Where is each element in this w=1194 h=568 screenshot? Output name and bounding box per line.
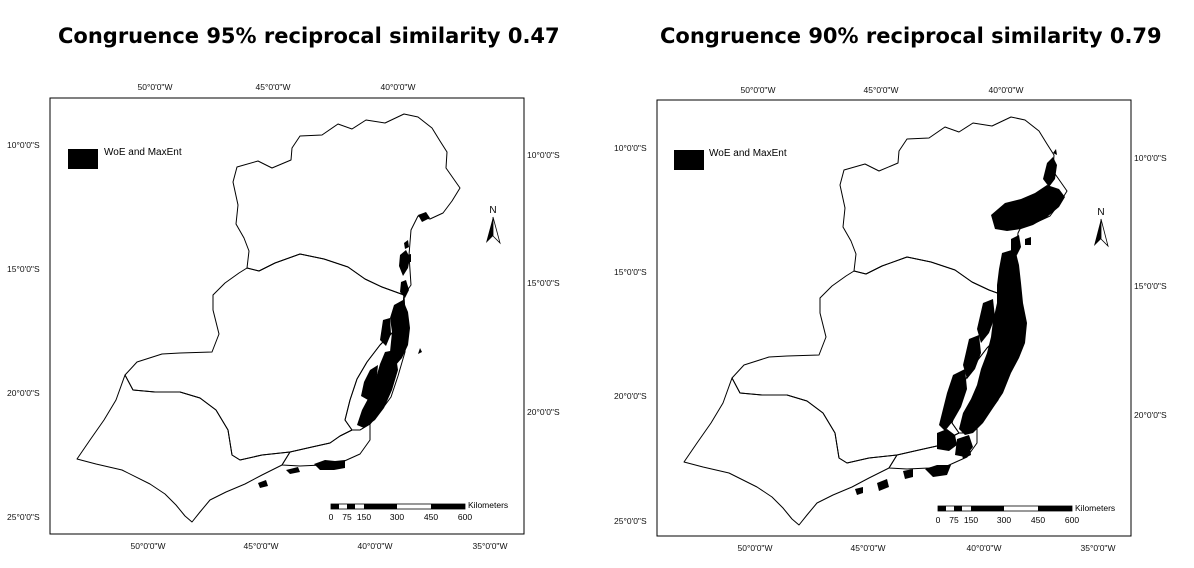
right-lat-label: 20°0'0"S	[527, 407, 560, 417]
scale-tick: 150	[964, 515, 978, 525]
bottom-lon-label: 45°0'0"W	[244, 541, 279, 551]
north-label: N	[489, 205, 496, 216]
north-label: N	[1097, 207, 1104, 218]
legend-swatch	[68, 149, 98, 169]
bottom-lon-label: 50°0'0"W	[131, 541, 166, 551]
bahia-outline	[232, 113, 461, 296]
scale-tick: 450	[424, 512, 438, 522]
scale-tick: 600	[1065, 515, 1079, 525]
map-frame	[49, 97, 525, 535]
scale-tick: 300	[390, 512, 404, 522]
left-lat-label: 15°0'0"S	[7, 264, 40, 274]
scale-tick: 0	[329, 512, 334, 522]
north-arrow-right-half	[1100, 218, 1109, 248]
left-lat-label: 20°0'0"S	[7, 388, 40, 398]
map-frame	[656, 99, 1132, 537]
congruence-areas	[855, 149, 1065, 495]
top-lon-label: 40°0'0"W	[989, 85, 1024, 95]
left-lat-label: 10°0'0"S	[614, 143, 647, 153]
legend-label: WoE and MaxEnt	[709, 148, 787, 159]
congruence-areas	[258, 212, 430, 488]
bottom-lon-label: 35°0'0"W	[1081, 543, 1116, 553]
left-lat-label: 10°0'0"S	[7, 140, 40, 150]
legend-label: WoE and MaxEnt	[104, 147, 182, 158]
bottom-lon-label: 45°0'0"W	[851, 543, 886, 553]
scale-tick: 600	[458, 512, 472, 522]
scale-unit: Kilometers	[1075, 503, 1115, 513]
right-lat-label: 15°0'0"S	[527, 278, 560, 288]
sao-paulo-outline	[683, 377, 898, 526]
map-panel-1: 50°0'0"W 45°0'0"W 40°0'0"W 50°0'0"W 45°0…	[0, 0, 560, 568]
left-lat-label: 15°0'0"S	[614, 267, 647, 277]
state-outlines	[76, 113, 461, 523]
north-arrow: N	[1094, 207, 1109, 248]
panel-1-title: Congruence 95% reciprocal similarity 0.4…	[58, 24, 560, 48]
left-lat-label: 20°0'0"S	[614, 391, 647, 401]
scale-unit: Kilometers	[468, 500, 508, 510]
scale-tick: 75	[342, 512, 352, 522]
top-lon-label: 40°0'0"W	[381, 82, 416, 92]
map-panel-1-svg: 50°0'0"W 45°0'0"W 40°0'0"W 50°0'0"W 45°0…	[7, 82, 560, 551]
scale-tick: 300	[997, 515, 1011, 525]
scale-tick: 450	[1031, 515, 1045, 525]
right-lat-label: 15°0'0"S	[1134, 281, 1167, 291]
bottom-lon-label: 35°0'0"W	[473, 541, 508, 551]
sao-paulo-outline	[76, 374, 291, 523]
legend-swatch	[674, 150, 704, 170]
left-lat-label: 25°0'0"S	[614, 516, 647, 526]
bottom-lon-label: 50°0'0"W	[738, 543, 773, 553]
right-lat-label: 10°0'0"S	[1134, 153, 1167, 163]
top-lon-label: 45°0'0"W	[864, 85, 899, 95]
north-arrow: N	[486, 205, 501, 245]
rio-de-janeiro-outline	[281, 423, 371, 467]
right-lat-label: 20°0'0"S	[1134, 410, 1167, 420]
top-lon-label: 50°0'0"W	[741, 85, 776, 95]
top-lon-label: 45°0'0"W	[256, 82, 291, 92]
scale-bar: Kilometers 0 75 150 300 450 600	[329, 500, 509, 522]
north-arrow-left-half	[486, 217, 493, 243]
bottom-lon-label: 40°0'0"W	[967, 543, 1002, 553]
scale-tick: 150	[357, 512, 371, 522]
map-panel-2: 50°0'0"W 45°0'0"W 40°0'0"W 50°0'0"W 45°0…	[600, 0, 1194, 568]
panel-2-title: Congruence 90% reciprocal similarity 0.7…	[660, 24, 1162, 48]
right-lat-label: 10°0'0"S	[527, 150, 560, 160]
north-arrow-left-half	[1094, 219, 1101, 246]
left-lat-label: 25°0'0"S	[7, 512, 40, 522]
bottom-lon-label: 40°0'0"W	[358, 541, 393, 551]
north-arrow-right-half	[492, 216, 501, 245]
map-panel-2-svg: 50°0'0"W 45°0'0"W 40°0'0"W 50°0'0"W 45°0…	[614, 85, 1167, 553]
scale-tick: 75	[949, 515, 959, 525]
scale-bar: Kilometers 0 75 150 300 450 600	[936, 503, 1116, 525]
top-lon-label: 50°0'0"W	[138, 82, 173, 92]
scale-tick: 0	[936, 515, 941, 525]
